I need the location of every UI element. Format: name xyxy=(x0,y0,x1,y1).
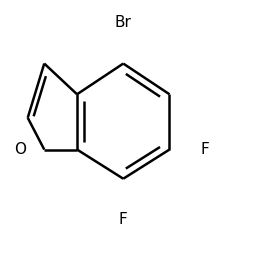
Text: F: F xyxy=(200,142,209,157)
Text: O: O xyxy=(14,142,26,157)
Text: Br: Br xyxy=(115,15,132,30)
Text: F: F xyxy=(119,212,128,227)
